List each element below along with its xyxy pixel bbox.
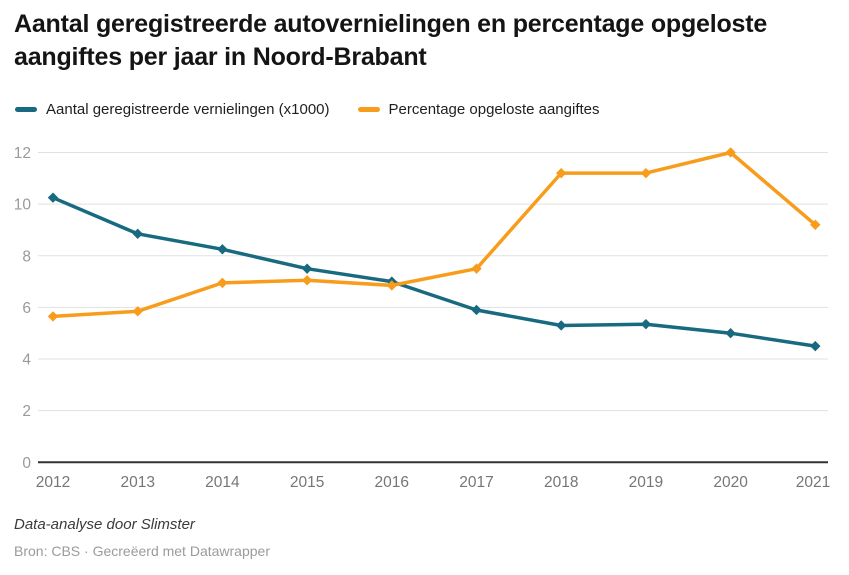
data-point-marker	[471, 263, 482, 274]
y-tick-label: 10	[14, 197, 32, 214]
data-point-marker	[810, 340, 821, 352]
x-tick-label: 2013	[120, 474, 154, 491]
legend: Aantal geregistreerde vernielingen (x100…	[15, 101, 600, 118]
data-point-marker	[810, 219, 821, 230]
chart-title: Aantal geregistreerde autovernielingen e…	[14, 10, 768, 71]
data-point-marker	[217, 277, 228, 289]
data-point-marker	[471, 304, 482, 316]
series-line	[51, 195, 818, 348]
data-point-marker	[556, 320, 567, 331]
legend-swatch-teal	[15, 107, 37, 112]
data-point-marker	[640, 167, 652, 179]
x-tick-label: 2017	[459, 474, 493, 491]
data-point-marker	[640, 318, 652, 330]
y-tick-label: 12	[14, 145, 31, 162]
x-tick-label: 2019	[629, 474, 663, 491]
data-point-marker	[132, 306, 143, 317]
y-tick-label: 0	[22, 455, 31, 472]
legend-item-vernielingen: Aantal geregistreerde vernielingen (x100…	[15, 101, 330, 118]
series-line	[51, 150, 818, 319]
y-tick-label: 4	[22, 352, 31, 369]
data-point-marker	[725, 328, 736, 339]
data-point-marker	[725, 147, 736, 158]
y-tick-label: 2	[22, 403, 31, 420]
data-point-marker	[556, 167, 567, 179]
legend-swatch-orange	[357, 107, 380, 112]
x-tick-label: 2021	[796, 474, 830, 491]
y-tick-label: 8	[22, 248, 31, 265]
data-point-marker	[132, 228, 143, 240]
x-tick-label: 2020	[713, 474, 748, 491]
byline: Data-analyse door Slimster	[14, 516, 195, 533]
x-tick-label: 2015	[290, 474, 324, 491]
legend-item-percentage: Percentage opgeloste aangiftes	[357, 101, 600, 118]
data-point-marker	[386, 280, 397, 291]
source-attribution: Bron: CBS · Gecreëerd met Datawrapper	[14, 543, 270, 559]
legend-label-percentage: Percentage opgeloste aangiftes	[388, 101, 600, 118]
data-point-marker	[47, 311, 59, 322]
x-tick-label: 2014	[205, 474, 240, 491]
data-point-marker	[301, 263, 313, 274]
data-point-marker	[217, 244, 228, 255]
x-tick-label: 2018	[544, 474, 578, 491]
legend-label-vernielingen: Aantal geregistreerde vernielingen (x100…	[46, 101, 330, 118]
line-chart: 0 2 4 6 8 10 12 2012 2013 2014 2015 2016 2017 2018 201…	[14, 145, 830, 491]
y-tick-label: 6	[22, 300, 31, 317]
x-tick-label: 2012	[36, 474, 70, 491]
x-tick-label: 2016	[375, 474, 409, 491]
data-point-marker	[301, 275, 313, 286]
data-point-marker	[47, 192, 59, 203]
